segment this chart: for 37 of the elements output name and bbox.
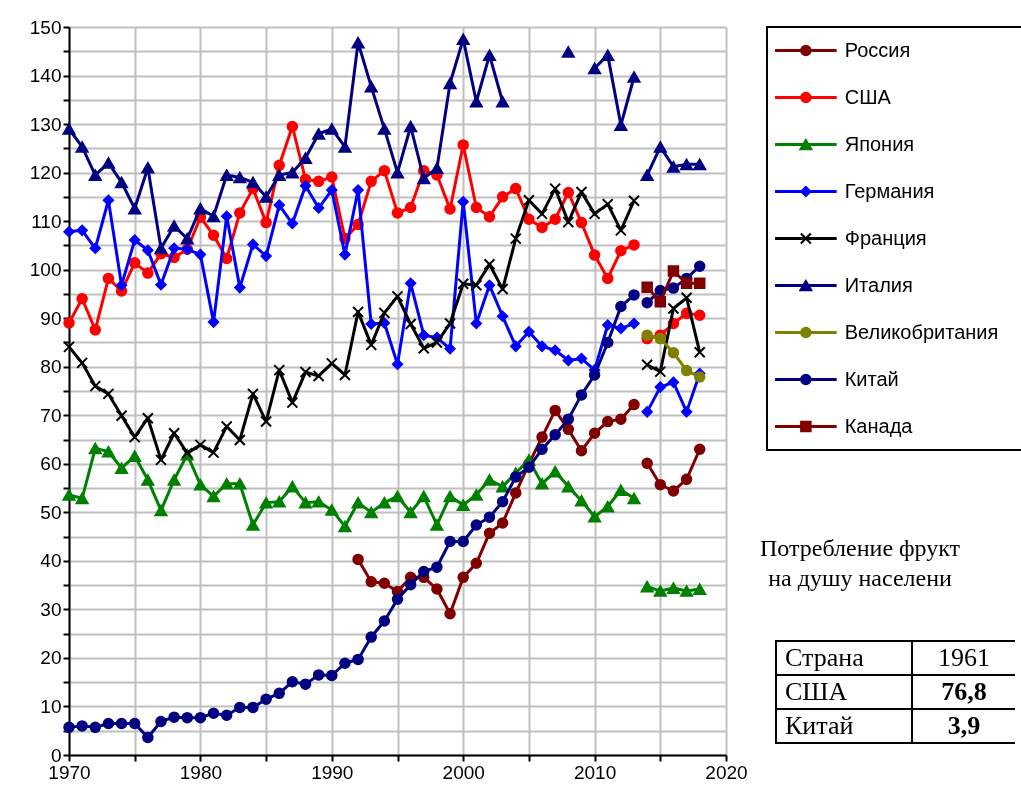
y-tick-label: 20 <box>40 647 62 669</box>
x-tick-label: 2020 <box>705 761 748 783</box>
y-tick-label: 40 <box>40 550 62 572</box>
y-tick-label: 90 <box>40 307 62 329</box>
y-tick-label: 130 <box>29 113 62 135</box>
text: Страна <box>776 641 912 675</box>
legend-label: Китай <box>844 367 899 390</box>
text: США <box>776 675 912 709</box>
legend-label: Франция <box>844 226 927 249</box>
text: 1961 <box>912 641 1015 675</box>
y-tick-label: 80 <box>40 356 62 378</box>
legend-label: США <box>844 85 892 108</box>
legend-label: Канада <box>844 414 914 437</box>
x-tick-label: 2000 <box>442 761 485 783</box>
y-tick-label: 60 <box>40 453 62 475</box>
text: Китай <box>776 709 912 743</box>
y-tick-label: 100 <box>29 259 62 281</box>
x-tick-label: 1980 <box>179 761 223 783</box>
legend-label: Великобритания <box>844 320 999 343</box>
y-tick-label: 110 <box>31 210 62 232</box>
y-tick-label: 70 <box>40 404 62 426</box>
y-tick-label: 50 <box>40 501 62 523</box>
y-tick-label: 150 <box>29 16 62 38</box>
y-tick-label: 120 <box>29 162 62 184</box>
y-tick-label: 30 <box>40 598 62 620</box>
text: 76,8 <box>912 675 1015 709</box>
legend-label: Россия <box>844 38 911 61</box>
text: на душу населени <box>767 564 953 593</box>
x-tick-label: 2010 <box>573 761 617 783</box>
x-tick-label: 1990 <box>311 761 354 783</box>
text: Потребление фрукт <box>760 534 961 563</box>
legend-label: Япония <box>844 132 915 155</box>
legend-label: Италия <box>844 273 913 296</box>
legend-label: Германия <box>844 179 935 202</box>
text: 3,9 <box>912 709 1015 743</box>
y-tick-label: 140 <box>29 65 62 87</box>
y-tick-label: 10 <box>40 695 62 717</box>
